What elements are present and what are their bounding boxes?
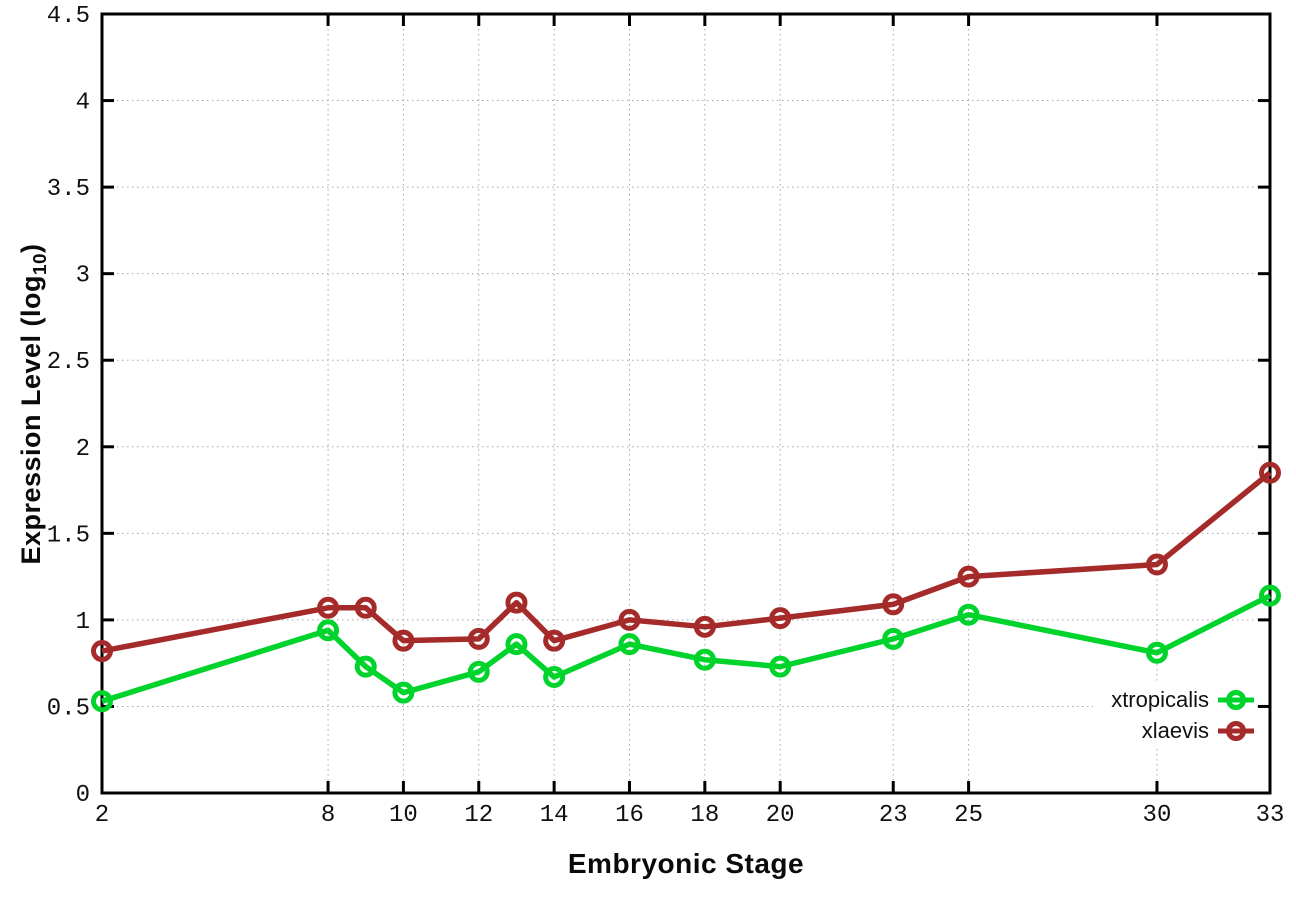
data-point-xtropicalis-18 <box>693 648 716 671</box>
data-point-xtropicalis-20 <box>769 655 792 678</box>
x-tick-label-23: 23 <box>879 802 908 829</box>
legend-sample-xtropicalis <box>1218 689 1254 710</box>
y-tick-label-0: 0 <box>76 782 90 809</box>
series-xlaevis <box>91 461 1281 663</box>
y-tick-label-1.5: 1.5 <box>47 522 90 549</box>
y-tick-label-2.5: 2.5 <box>47 349 90 376</box>
data-point-xlaevis-12 <box>467 627 490 650</box>
x-tick-label-10: 10 <box>389 802 418 829</box>
data-point-xlaevis-18 <box>693 615 716 638</box>
data-point-xtropicalis-10 <box>392 681 415 704</box>
x-tick-label-20: 20 <box>766 802 795 829</box>
grid-lines <box>102 13 1270 793</box>
data-point-xlaevis-16 <box>618 608 641 631</box>
x-tick-label-18: 18 <box>690 802 719 829</box>
plot-border <box>100 12 1272 795</box>
data-point-xlaevis-10 <box>392 629 415 652</box>
data-point-xtropicalis-25 <box>957 603 980 626</box>
x-tick-label-14: 14 <box>540 802 569 829</box>
y-axis-label: Expression Level (log10) <box>16 243 52 564</box>
legend-label-xtropicalis: xtropicalis <box>1111 687 1209 712</box>
tick-labels: 0 0.5 1 1.5 2 2.5 3 3.5 4 4.5 2 8 10 12 14 16 18 20 23 25 30… <box>47 3 1285 829</box>
x-tick-label-30: 30 <box>1143 802 1172 829</box>
series-xtropicalis <box>91 584 1281 713</box>
x-tick-label-25: 25 <box>954 802 983 829</box>
data-point-xlaevis-33 <box>1259 461 1281 484</box>
data-point-xtropicalis-12 <box>467 660 490 683</box>
tick-marks <box>100 12 1272 795</box>
data-point-xtropicalis-16 <box>618 633 641 656</box>
legend-marker-icon <box>1226 689 1246 710</box>
data-point-xlaevis-20 <box>769 607 792 630</box>
x-tick-label-12: 12 <box>464 802 493 829</box>
y-axis-label-suffix: ) <box>15 243 46 253</box>
data-point-xlaevis-14 <box>543 629 566 652</box>
y-tick-label-3.5: 3.5 <box>47 176 90 203</box>
data-point-xtropicalis-13 <box>505 633 528 656</box>
data-point-xtropicalis-8 <box>317 619 340 642</box>
data-point-xlaevis-2 <box>91 640 113 663</box>
y-axis-label-subscript: 10 <box>30 252 52 275</box>
legend-label-xlaevis: xlaevis <box>1141 718 1209 743</box>
legend-item-xtropicalis: xtropicalis <box>1111 685 1254 714</box>
x-tick-label-33: 33 <box>1256 802 1285 829</box>
data-point-xlaevis-23 <box>882 593 905 616</box>
data-point-xtropicalis-9 <box>354 655 377 678</box>
y-tick-label-1: 1 <box>76 609 90 636</box>
series-line-xlaevis <box>101 470 1272 654</box>
data-point-xlaevis-9 <box>354 596 377 619</box>
data-point-xlaevis-30 <box>1145 553 1168 576</box>
y-tick-label-3: 3 <box>76 263 90 290</box>
y-tick-label-2: 2 <box>76 436 90 463</box>
legend-sample-xlaevis <box>1218 720 1254 741</box>
legend-marker-icon <box>1226 720 1246 741</box>
x-tick-label-2: 2 <box>95 802 109 829</box>
y-tick-label-4: 4 <box>76 90 90 117</box>
y-axis-label-text: Expression Level (log <box>15 274 46 565</box>
data-point-xlaevis-8 <box>317 596 340 619</box>
x-tick-label-8: 8 <box>321 802 335 829</box>
data-point-xlaevis-13 <box>505 591 528 614</box>
data-point-xlaevis-25 <box>957 565 980 588</box>
x-axis-label: Embryonic Stage <box>567 848 805 879</box>
legend: xtropicalis xlaevis <box>1093 683 1256 747</box>
data-point-xtropicalis-30 <box>1145 641 1168 664</box>
y-tick-label-4.5: 4.5 <box>47 3 90 30</box>
legend-item-xlaevis: xlaevis <box>1142 716 1254 745</box>
data-point-xtropicalis-14 <box>543 666 566 689</box>
data-point-xtropicalis-23 <box>882 627 905 650</box>
x-tick-label-16: 16 <box>615 802 644 829</box>
data-point-xtropicalis-2 <box>91 690 113 713</box>
data-point-xtropicalis-33 <box>1259 584 1281 607</box>
y-tick-label-0.5: 0.5 <box>47 695 90 722</box>
